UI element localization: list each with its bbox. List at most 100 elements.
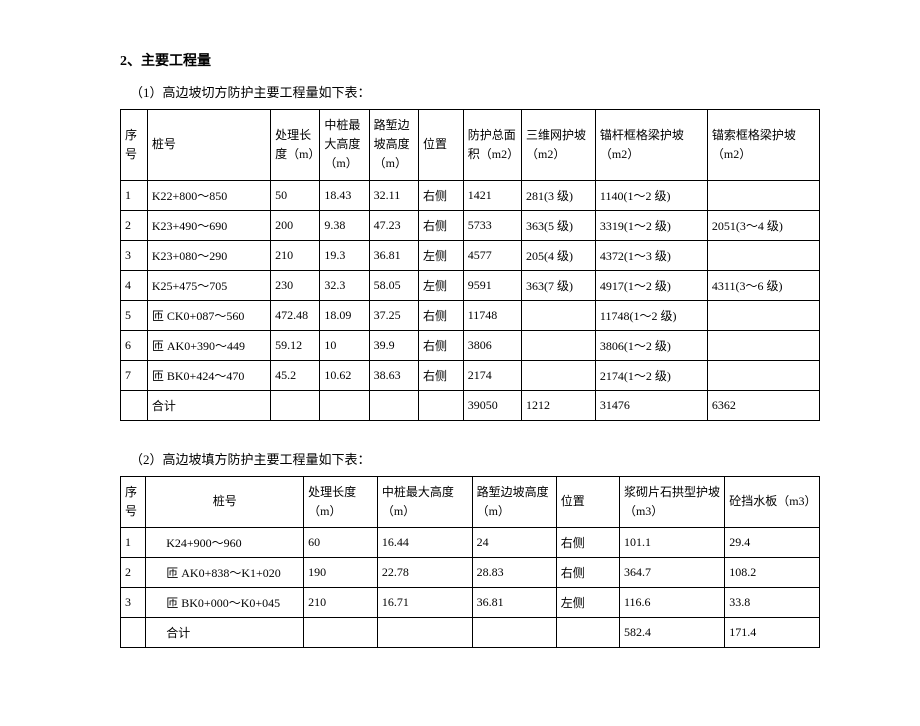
- table-cell: 29.4: [725, 527, 820, 557]
- table-cell: 2174: [463, 360, 521, 390]
- table-cell: [121, 617, 146, 647]
- table-cell: 2: [121, 557, 146, 587]
- table-cell: 3806: [463, 330, 521, 360]
- table-cell: 4577: [463, 240, 521, 270]
- table-cell: [320, 390, 369, 420]
- table-cell: 左侧: [418, 240, 463, 270]
- table-cell: 2: [121, 210, 148, 240]
- table-cell: [707, 330, 819, 360]
- table-row: 7匝 BK0+424～47045.210.6238.63右侧21742174(1…: [121, 360, 820, 390]
- table-cell: 230: [271, 270, 320, 300]
- table-cell: [707, 180, 819, 210]
- table-cell: K22+800～850: [147, 180, 270, 210]
- table-cell: 16.44: [377, 527, 472, 557]
- section-title: 2、主要工程量: [120, 50, 820, 70]
- table-cell: [472, 617, 556, 647]
- table-cell: 4917(1～2 级): [595, 270, 707, 300]
- table-row: 3K23+080～29021019.336.81左侧4577205(4 级)43…: [121, 240, 820, 270]
- table-cell: 36.81: [369, 240, 418, 270]
- table-cell: 7: [121, 360, 148, 390]
- table-row: 2匝 AK0+838～K1+02019022.7828.83右侧364.7108…: [121, 557, 820, 587]
- table1-subtitle: （1）高边坡切方防护主要工程量如下表：: [130, 82, 820, 101]
- table-cell: 2051(3～4 级): [707, 210, 819, 240]
- table-cell: K25+475～705: [147, 270, 270, 300]
- table-cell: 右侧: [418, 330, 463, 360]
- table-cell: 210: [304, 587, 378, 617]
- table1-header-row: 序号 桩号 处理长度（m） 中桩最大高度（m） 路堑边坡高度（m） 位置 防护总…: [121, 110, 820, 181]
- table-cell: 左侧: [556, 587, 619, 617]
- table-cell: 左侧: [418, 270, 463, 300]
- table-cell: 47.23: [369, 210, 418, 240]
- table-cell: K23+490～690: [147, 210, 270, 240]
- table-cell: 匝 BK0+424～470: [147, 360, 270, 390]
- table-cell: 5: [121, 300, 148, 330]
- table-cell: 58.05: [369, 270, 418, 300]
- table-cell: 37.25: [369, 300, 418, 330]
- table-cell: [418, 390, 463, 420]
- t2-h3: 中桩最大高度（m）: [377, 476, 472, 527]
- table-cell: 9591: [463, 270, 521, 300]
- table-cell: 右侧: [556, 527, 619, 557]
- t1-h2: 处理长度（m）: [271, 110, 320, 181]
- table-cell: 364.7: [619, 557, 724, 587]
- table-cell: 10: [320, 330, 369, 360]
- table-cell: 10.62: [320, 360, 369, 390]
- table-cell: [521, 360, 595, 390]
- table-cell: 108.2: [725, 557, 820, 587]
- t1-h1: 桩号: [147, 110, 270, 181]
- table-cell: 11748: [463, 300, 521, 330]
- table-total-row: 合计390501212 31476 6362: [121, 390, 820, 420]
- table-cell: 39.9: [369, 330, 418, 360]
- table-cell: 匝 AK0+838～K1+020: [146, 557, 304, 587]
- table-row: 2K23+490～6902009.3847.23右侧5733363(5 级)33…: [121, 210, 820, 240]
- table-cell: 9.38: [320, 210, 369, 240]
- table-cell: [707, 360, 819, 390]
- table-cell: 1421: [463, 180, 521, 210]
- table-cell: 3319(1～2 级): [595, 210, 707, 240]
- t2-h7: 砼挡水板（m3）: [725, 476, 820, 527]
- table-cell: 116.6: [619, 587, 724, 617]
- table-cell: 205(4 级): [521, 240, 595, 270]
- table-cell: 1212: [521, 390, 595, 420]
- table-cell: 1: [121, 527, 146, 557]
- table-cell: 22.78: [377, 557, 472, 587]
- table-cell: 39050: [463, 390, 521, 420]
- table-cell: 4372(1～3 级): [595, 240, 707, 270]
- table1: 序号 桩号 处理长度（m） 中桩最大高度（m） 路堑边坡高度（m） 位置 防护总…: [120, 109, 820, 421]
- table-cell: 24: [472, 527, 556, 557]
- table-cell: 60: [304, 527, 378, 557]
- table-cell: 匝 CK0+087～560: [147, 300, 270, 330]
- table-cell: 200: [271, 210, 320, 240]
- table-cell: 6: [121, 330, 148, 360]
- table-cell: 45.2: [271, 360, 320, 390]
- table-cell: 右侧: [418, 300, 463, 330]
- table-cell: 363(5 级): [521, 210, 595, 240]
- table-cell: 右侧: [556, 557, 619, 587]
- table-cell: 5733: [463, 210, 521, 240]
- t1-h0: 序号: [121, 110, 148, 181]
- table-cell: [304, 617, 378, 647]
- table-cell: [271, 390, 320, 420]
- t1-h8: 锚杆框格梁护坡（m2）: [595, 110, 707, 181]
- table-cell: 33.8: [725, 587, 820, 617]
- table-row: 5匝 CK0+087～560472.4818.0937.25右侧11748117…: [121, 300, 820, 330]
- total-label: 合计: [147, 390, 270, 420]
- t2-h4: 路堑边坡高度（m）: [472, 476, 556, 527]
- table-cell: 16.71: [377, 587, 472, 617]
- table-cell: 3: [121, 587, 146, 617]
- table-cell: 210: [271, 240, 320, 270]
- t2-h1: 桩号: [146, 476, 304, 527]
- table-cell: 18.09: [320, 300, 369, 330]
- table-cell: 36.81: [472, 587, 556, 617]
- table-cell: 281(3 级): [521, 180, 595, 210]
- table2: 序号 桩号 处理长度（m） 中桩最大高度（m） 路堑边坡高度（m） 位置 浆砌片…: [120, 476, 820, 648]
- table-cell: 1140(1～2 级): [595, 180, 707, 210]
- table-cell: 匝 AK0+390～449: [147, 330, 270, 360]
- table-cell: K24+900～960: [146, 527, 304, 557]
- table-row: 3匝 BK0+000～K0+04521016.7136.81左侧116.633.…: [121, 587, 820, 617]
- table-cell: 1: [121, 180, 148, 210]
- table-cell: 59.12: [271, 330, 320, 360]
- table-cell: 6362: [707, 390, 819, 420]
- t2-h0: 序号: [121, 476, 146, 527]
- table-cell: 38.63: [369, 360, 418, 390]
